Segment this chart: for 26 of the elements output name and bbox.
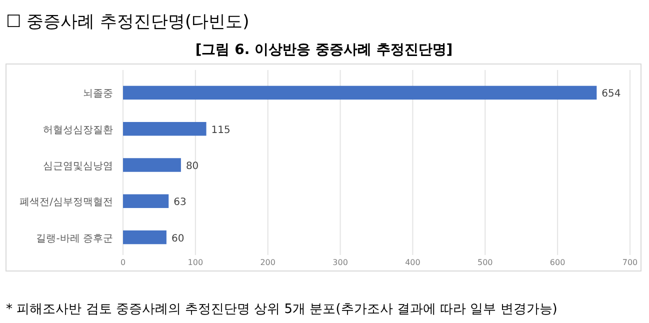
bar — [123, 86, 597, 100]
y-tick-label: 심근염및심낭염 — [43, 161, 113, 172]
data-label: 115 — [211, 124, 230, 136]
data-label: 63 — [174, 197, 186, 208]
data-label: 654 — [602, 88, 621, 100]
x-tick-label: 600 — [550, 258, 566, 267]
bar — [123, 158, 181, 172]
x-tick-label: 400 — [405, 258, 420, 267]
y-tick-label: 허혈성심장질환 — [43, 124, 113, 136]
bar — [123, 122, 206, 136]
x-tick-label: 200 — [260, 258, 276, 267]
data-label: 80 — [186, 161, 199, 172]
x-tick-label: 500 — [478, 258, 493, 267]
x-tick-label: 300 — [332, 258, 348, 267]
x-tick-label: 0 — [120, 258, 126, 267]
text: * 피해조사반 검토 중증사례의 추정진단명 상위 5개 분포(추가조사 결과에 따라 일부 변경가능) — [6, 302, 558, 317]
data-label: 60 — [171, 233, 184, 244]
x-tick-label: 100 — [188, 258, 204, 267]
bar — [123, 194, 169, 208]
chart-subtitle: ☐ 중증사례 추정진단명(다빈도) — [6, 12, 250, 32]
y-tick-label: 길랭-바레 증후군 — [36, 233, 113, 244]
y-tick-label: 뇌졸중 — [83, 88, 113, 100]
bar — [123, 230, 166, 244]
chart-title: [그림 6. 이상반응 중증사례 추정진단명] — [195, 42, 453, 58]
y-tick-label: 폐색전/심부정맥혈전 — [20, 197, 113, 208]
x-tick-label: 700 — [622, 258, 638, 267]
